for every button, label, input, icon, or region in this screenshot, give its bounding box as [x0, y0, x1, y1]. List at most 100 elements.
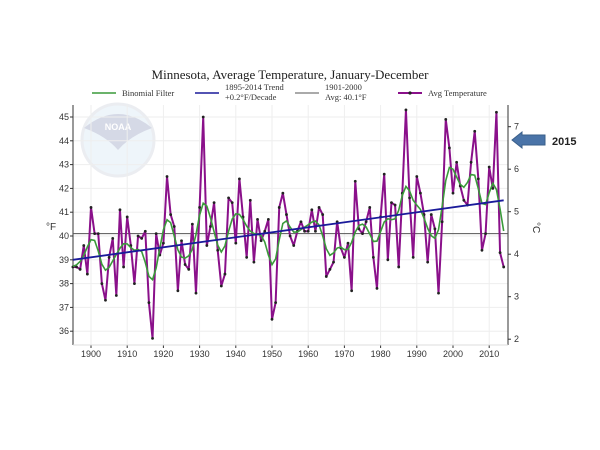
y-tick-label: 37	[59, 302, 69, 312]
avg-temperature-point	[216, 248, 220, 252]
avg-temperature-point	[495, 110, 498, 114]
avg-temperature-point	[194, 291, 198, 295]
avg-temperature-point	[125, 215, 129, 219]
y-right-tick-label: 4	[514, 249, 519, 259]
avg-temperature-point	[238, 177, 241, 181]
legend-label: Binomial Filter	[122, 88, 174, 98]
avg-temperature-point	[281, 191, 285, 195]
avg-temperature-point	[136, 234, 140, 238]
avg-temperature-point	[451, 191, 455, 195]
axes: 1900 1910 1920 1930 1940 1950 1960 1970 1980 1990…	[59, 105, 519, 359]
avg-temperature-point	[154, 232, 158, 236]
avg-temperature-point	[502, 265, 506, 269]
avg-temperature-point	[107, 256, 111, 259]
legend: Binomial Filter 1895-2014 Trend+0.2°F/Dec…	[92, 82, 487, 102]
avg-temperature-point	[96, 232, 100, 236]
avg-temperature-point	[201, 115, 205, 119]
avg-temperature-point	[212, 201, 216, 205]
avg-temperature-point	[245, 256, 249, 259]
avg-temperature-point	[299, 220, 303, 224]
avg-temperature-point	[259, 239, 263, 243]
y-tick-label: 36	[59, 326, 69, 336]
avg-temperature-point	[75, 265, 78, 269]
avg-temperature-point	[288, 234, 292, 238]
avg-temperature-point	[85, 272, 89, 276]
avg-temperature-point	[248, 198, 252, 202]
x-tick-label: 1990	[407, 349, 427, 359]
avg-temperature-point	[180, 239, 183, 243]
avg-temperature-point	[419, 191, 422, 195]
x-tick-label: 1950	[262, 349, 282, 359]
legend-item: Avg Temperature	[398, 88, 487, 98]
y-tick-label: 42	[59, 183, 69, 193]
avg-temperature-point	[219, 284, 223, 288]
legend-label: 1901-2000	[325, 82, 362, 92]
avg-temperature-point	[375, 286, 379, 290]
y-right-tick-label: 5	[514, 207, 519, 217]
avg-temperature-point	[198, 206, 202, 209]
series	[71, 108, 508, 340]
avg-temperature-point	[256, 217, 259, 221]
avg-temperature-point	[143, 229, 147, 233]
y-tick-label: 44	[59, 136, 69, 146]
avg-temperature-point	[433, 227, 437, 231]
x-tick-label: 1970	[334, 349, 354, 359]
avg-temperature-point	[484, 232, 487, 236]
avg-temperature-point	[147, 301, 151, 305]
x-tick-label: 1900	[81, 349, 101, 359]
avg-temperature-point	[82, 244, 86, 247]
legend-marker	[408, 91, 412, 95]
avg-temperature-point	[223, 272, 227, 276]
avg-temperature-point	[397, 265, 401, 269]
annotation-2015: 2015	[511, 130, 576, 150]
x-tick-label: 1960	[298, 349, 318, 359]
avg-temperature-point	[190, 222, 194, 226]
avg-temperature-point	[270, 317, 274, 321]
avg-temperature-point	[328, 267, 332, 271]
legend-item: 1895-2014 Trend+0.2°F/Decade	[195, 82, 285, 102]
avg-temperature-point	[346, 241, 350, 245]
avg-temperature-point	[343, 256, 346, 259]
x-tick-label: 1980	[371, 349, 391, 359]
avg-temperature-point	[444, 117, 448, 121]
avg-temperature-point	[140, 236, 144, 240]
avg-temperature-point	[429, 213, 433, 216]
avg-temperature-point	[263, 229, 267, 233]
avg-temperature-point	[440, 220, 444, 224]
avg-temperature-point	[390, 201, 393, 205]
avg-temperature-point	[371, 256, 375, 259]
avg-temperature-point	[303, 229, 306, 233]
x-tick-label: 2000	[443, 349, 463, 359]
avg-temperature-point	[368, 206, 372, 209]
avg-temperature-point	[266, 217, 270, 221]
x-tick-label: 1910	[117, 349, 137, 359]
avg-temperature-point	[183, 263, 187, 266]
y-right-tick-label: 2	[514, 334, 519, 344]
avg-temperature-point	[100, 282, 104, 285]
avg-temperature-point	[292, 244, 296, 247]
avg-temperature-point	[411, 256, 415, 259]
avg-temperature-point	[462, 198, 466, 202]
y-tick-label: 40	[59, 231, 69, 241]
avg-temperature-point	[455, 160, 459, 164]
y-tick-label: 41	[59, 207, 69, 217]
avg-temperature-point	[393, 203, 397, 207]
noaa-logo: NOAA	[80, 102, 156, 178]
avg-temperature-point	[350, 289, 354, 293]
binomial-filter-line	[72, 166, 505, 282]
avg-temperature-point	[133, 282, 136, 285]
avg-temperature-point	[89, 206, 93, 209]
avg-temperature-point	[364, 220, 368, 224]
y-tick-label: 45	[59, 112, 69, 122]
avg-temperature-point	[332, 260, 335, 264]
avg-temperature-point	[324, 275, 328, 278]
avg-temperature-point	[447, 146, 451, 150]
avg-temperature-point	[353, 179, 357, 183]
avg-temperature-point	[386, 258, 390, 262]
legend-label-2: Avg: 40.1°F	[325, 92, 367, 102]
avg-temperature-point	[78, 267, 82, 271]
legend-item: Binomial Filter	[92, 88, 174, 98]
avg-temperature-point	[205, 244, 209, 247]
annotation-label: 2015	[552, 136, 576, 148]
